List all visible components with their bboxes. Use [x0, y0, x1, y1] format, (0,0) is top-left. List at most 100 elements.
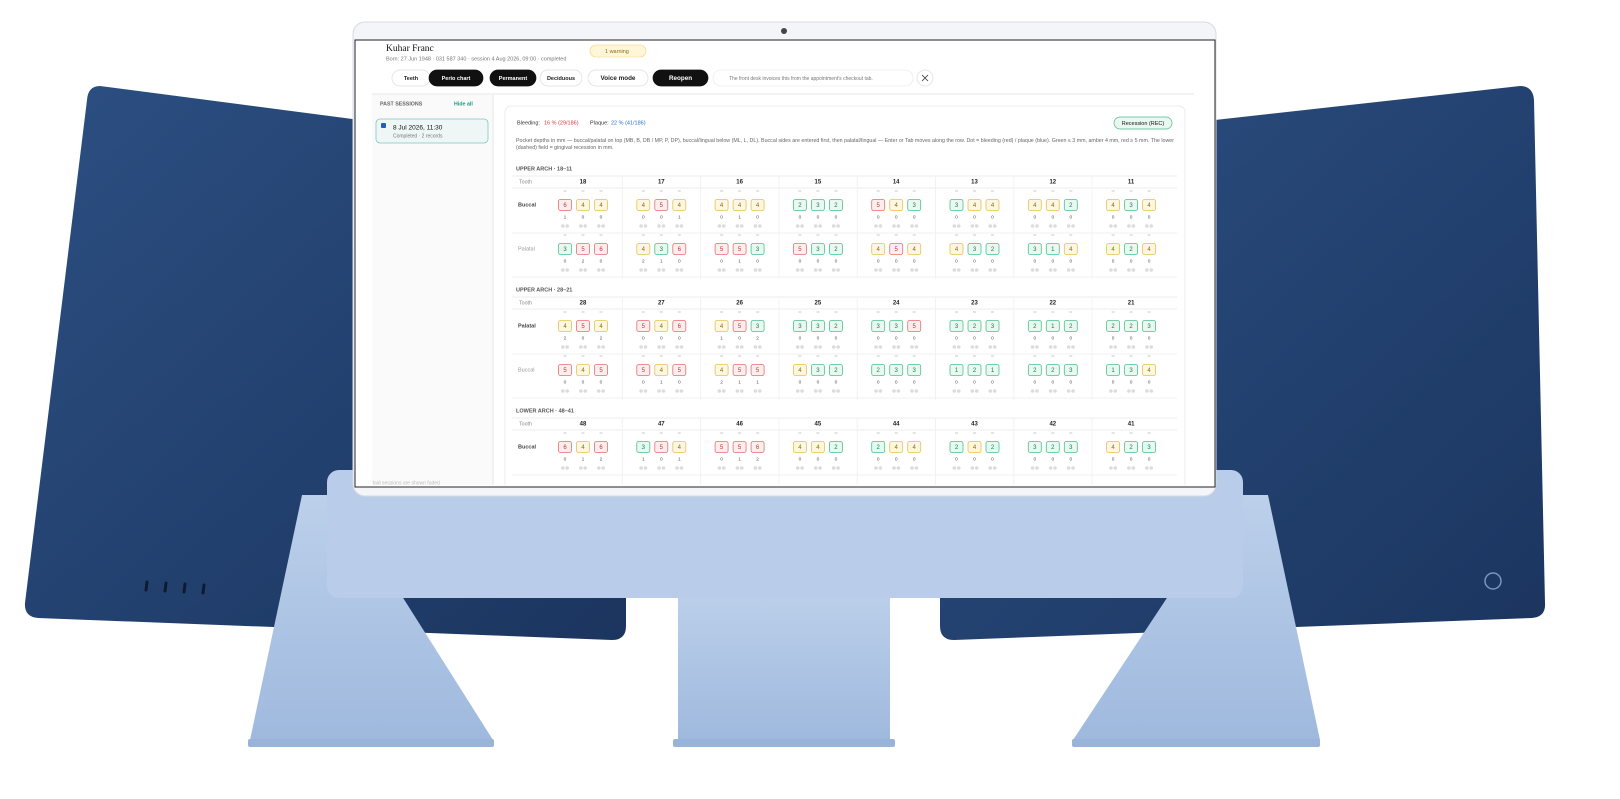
plaque-dot[interactable]	[758, 389, 762, 393]
bleeding-dot[interactable]	[735, 224, 740, 228]
plaque-dot[interactable]	[565, 389, 569, 393]
plaque-dot[interactable]	[740, 389, 744, 393]
recession-button[interactable]	[1113, 116, 1173, 130]
depth-box[interactable]	[714, 441, 729, 453]
depth-box[interactable]	[889, 364, 904, 376]
bleeding-dot[interactable]	[831, 466, 836, 470]
plaque-dot[interactable]	[800, 466, 804, 470]
plaque-dot[interactable]	[818, 224, 822, 228]
bleeding-dot[interactable]	[952, 466, 957, 470]
plaque-dot[interactable]	[758, 345, 762, 349]
depth-box[interactable]	[654, 364, 669, 376]
depth-box[interactable]	[828, 364, 843, 376]
plaque-dot[interactable]	[1113, 224, 1118, 228]
plaque-dot[interactable]	[878, 466, 883, 470]
depth-box[interactable]	[967, 364, 982, 376]
plaque-dot[interactable]	[583, 466, 587, 470]
plaque-dot[interactable]	[1113, 345, 1118, 349]
depth-box[interactable]	[558, 199, 572, 211]
bleeding-dot[interactable]	[639, 389, 643, 393]
bleeding-dot[interactable]	[717, 224, 722, 228]
bleeding-dot[interactable]	[1066, 224, 1071, 228]
bleeding-dot[interactable]	[675, 345, 679, 349]
depth-box[interactable]	[949, 441, 964, 453]
bleeding-dot[interactable]	[1145, 268, 1149, 272]
depth-box[interactable]	[1142, 441, 1156, 453]
depth-box[interactable]	[732, 364, 747, 376]
bleeding-dot[interactable]	[1048, 345, 1053, 349]
bleeding-dot[interactable]	[1145, 224, 1149, 228]
depth-box[interactable]	[1027, 243, 1042, 255]
depth-box[interactable]	[949, 243, 964, 255]
plaque-dot[interactable]	[740, 224, 744, 228]
plaque-dot[interactable]	[1113, 466, 1118, 470]
plaque-dot[interactable]	[836, 224, 840, 228]
bleeding-dot[interactable]	[1030, 224, 1035, 228]
bleeding-dot[interactable]	[657, 466, 661, 470]
plaque-dot[interactable]	[601, 466, 605, 470]
plaque-dot[interactable]	[878, 224, 883, 228]
depth-box[interactable]	[985, 243, 1000, 255]
plaque-dot[interactable]	[1053, 345, 1057, 349]
depth-box[interactable]	[1063, 199, 1078, 211]
depth-box[interactable]	[714, 364, 729, 376]
depth-box[interactable]	[907, 364, 922, 376]
depth-box[interactable]	[1063, 243, 1078, 255]
bleeding-dot[interactable]	[795, 466, 800, 470]
bleeding-dot[interactable]	[1145, 466, 1149, 470]
bleeding-dot[interactable]	[1030, 345, 1035, 349]
depth-box[interactable]	[576, 243, 590, 255]
plaque-dot[interactable]	[878, 268, 883, 272]
plaque-dot[interactable]	[818, 466, 822, 470]
bleeding-dot[interactable]	[675, 268, 679, 272]
plaque-dot[interactable]	[914, 345, 919, 349]
plaque-dot[interactable]	[914, 466, 919, 470]
depth-box[interactable]	[985, 199, 1000, 211]
depth-box[interactable]	[1106, 364, 1120, 376]
plaque-dot[interactable]	[1035, 345, 1039, 349]
bleeding-dot[interactable]	[675, 466, 679, 470]
toolbar-button[interactable]	[539, 69, 583, 87]
plaque-dot[interactable]	[1113, 268, 1118, 272]
bleeding-dot[interactable]	[874, 389, 878, 393]
bleeding-dot[interactable]	[988, 345, 993, 349]
bleeding-dot[interactable]	[735, 466, 740, 470]
depth-box[interactable]	[810, 199, 825, 211]
bleeding-dot[interactable]	[795, 224, 800, 228]
plaque-dot[interactable]	[992, 466, 997, 470]
depth-box[interactable]	[636, 199, 651, 211]
bleeding-dot[interactable]	[753, 345, 758, 349]
depth-box[interactable]	[1063, 364, 1078, 376]
bleeding-dot[interactable]	[717, 268, 722, 272]
bleeding-dot[interactable]	[579, 466, 583, 470]
depth-box[interactable]	[871, 441, 886, 453]
plaque-dot[interactable]	[1149, 389, 1154, 393]
bleeding-dot[interactable]	[970, 389, 975, 393]
plaque-dot[interactable]	[1149, 268, 1154, 272]
bleeding-dot[interactable]	[988, 466, 993, 470]
plaque-dot[interactable]	[836, 268, 840, 272]
depth-box[interactable]	[1106, 441, 1120, 453]
plaque-dot[interactable]	[1131, 466, 1136, 470]
plaque-dot[interactable]	[974, 224, 979, 228]
depth-box[interactable]	[750, 320, 765, 332]
depth-box[interactable]	[1027, 441, 1042, 453]
bleeding-dot[interactable]	[910, 224, 914, 228]
plaque-dot[interactable]	[992, 345, 997, 349]
bleeding-dot[interactable]	[952, 268, 957, 272]
bleeding-dot[interactable]	[795, 389, 800, 393]
depth-box[interactable]	[967, 243, 982, 255]
bleeding-dot[interactable]	[561, 268, 565, 272]
bleeding-dot[interactable]	[988, 389, 993, 393]
depth-box[interactable]	[1142, 243, 1156, 255]
depth-box[interactable]	[949, 320, 964, 332]
plaque-dot[interactable]	[601, 345, 605, 349]
bleeding-dot[interactable]	[753, 268, 758, 272]
depth-box[interactable]	[828, 199, 843, 211]
depth-box[interactable]	[1124, 199, 1138, 211]
plaque-dot[interactable]	[992, 224, 997, 228]
plaque-dot[interactable]	[1071, 268, 1075, 272]
depth-box[interactable]	[594, 243, 608, 255]
plaque-dot[interactable]	[878, 389, 883, 393]
depth-box[interactable]	[810, 243, 825, 255]
